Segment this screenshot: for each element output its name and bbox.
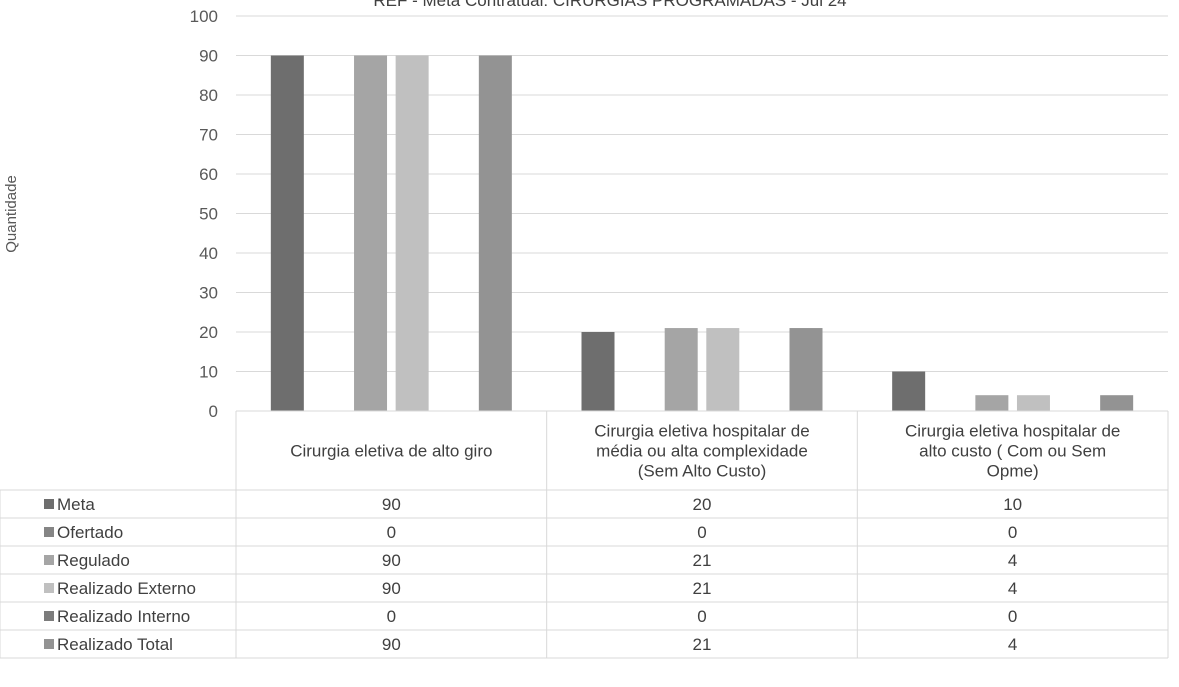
legend-label: Ofertado <box>57 523 123 542</box>
legend-key <box>44 583 54 593</box>
category-label: Cirurgia eletiva de alto giro <box>290 442 492 461</box>
category-label: Cirurgia eletiva hospitalar de <box>594 422 809 441</box>
y-tick-label: 30 <box>199 284 218 303</box>
table-cell: 0 <box>697 523 706 542</box>
bar-realizado-externo <box>706 328 740 411</box>
legend-key <box>44 555 54 565</box>
bar-meta <box>892 371 926 411</box>
category-label: (Sem Alto Custo) <box>638 462 767 481</box>
category-labels: Cirurgia eletiva de alto giro Cirurgia el… <box>290 422 1120 481</box>
table-cell: 4 <box>1008 635 1017 654</box>
legend-key <box>44 499 54 509</box>
table-cell: 20 <box>693 495 712 514</box>
category-label: Opme) <box>987 462 1039 481</box>
y-tick-label: 80 <box>199 86 218 105</box>
table-cell: 90 <box>382 551 401 570</box>
y-tick-label: 40 <box>199 244 218 263</box>
category-label: Cirurgia eletiva hospitalar de <box>905 422 1120 441</box>
chart-title: REF - Meta Contratual: CIRURGIAS PROGRAM… <box>373 0 846 10</box>
legend-label: Meta <box>57 495 95 514</box>
table-cell: 90 <box>382 495 401 514</box>
table-cell: 0 <box>1008 523 1017 542</box>
category-label: alto custo ( Com ou Sem <box>919 442 1106 461</box>
legend-label: Regulado <box>57 551 130 570</box>
bar-realizado-externo <box>395 55 429 411</box>
legend-label: Realizado Interno <box>57 607 190 626</box>
table-cell: 4 <box>1008 579 1017 598</box>
y-tick-label: 90 <box>199 47 218 66</box>
category-label: média ou alta complexidade <box>596 442 808 461</box>
legend-label: Realizado Externo <box>57 579 196 598</box>
bars <box>270 55 1134 411</box>
y-tick-label: 60 <box>199 165 218 184</box>
table-cell: 21 <box>693 551 712 570</box>
gridlines <box>236 15 1168 372</box>
data-table: Meta 90 20 10 Ofertado 0 0 0 Regulado 90 21 4 Realiz… <box>44 495 1022 654</box>
table-cell: 0 <box>387 607 396 626</box>
y-tick-label: 0 <box>209 402 218 421</box>
bar-meta <box>270 55 304 411</box>
y-tick-label: 10 <box>199 363 218 382</box>
table-cell: 0 <box>387 523 396 542</box>
y-tick-label: 100 <box>190 7 218 26</box>
legend-key <box>44 639 54 649</box>
table-cell: 4 <box>1008 551 1017 570</box>
legend-label: Realizado Total <box>57 635 173 654</box>
bar-regulado <box>975 395 1009 411</box>
bar-realizado-total <box>1100 395 1134 411</box>
bar-regulado <box>664 328 698 411</box>
y-axis-label: Quantidade <box>3 175 20 253</box>
y-axis-ticks: 0 10 20 30 40 50 60 70 80 90 100 <box>190 7 218 421</box>
table-cell: 21 <box>693 579 712 598</box>
bar-meta <box>581 332 615 411</box>
table-cell: 0 <box>1008 607 1017 626</box>
table-cell: 0 <box>697 607 706 626</box>
y-tick-label: 50 <box>199 205 218 224</box>
table-cell: 90 <box>382 635 401 654</box>
bar-realizado-total <box>789 328 823 411</box>
table-cell: 90 <box>382 579 401 598</box>
table-cell: 10 <box>1003 495 1022 514</box>
table-cell: 21 <box>693 635 712 654</box>
data-table-grid <box>0 410 1169 659</box>
legend-key <box>44 611 54 621</box>
y-tick-label: 70 <box>199 126 218 145</box>
bar-realizado-externo <box>1016 395 1050 411</box>
legend-key <box>44 527 54 537</box>
y-tick-label: 20 <box>199 323 218 342</box>
bar-realizado-total <box>478 55 512 411</box>
bar-regulado <box>354 55 388 411</box>
